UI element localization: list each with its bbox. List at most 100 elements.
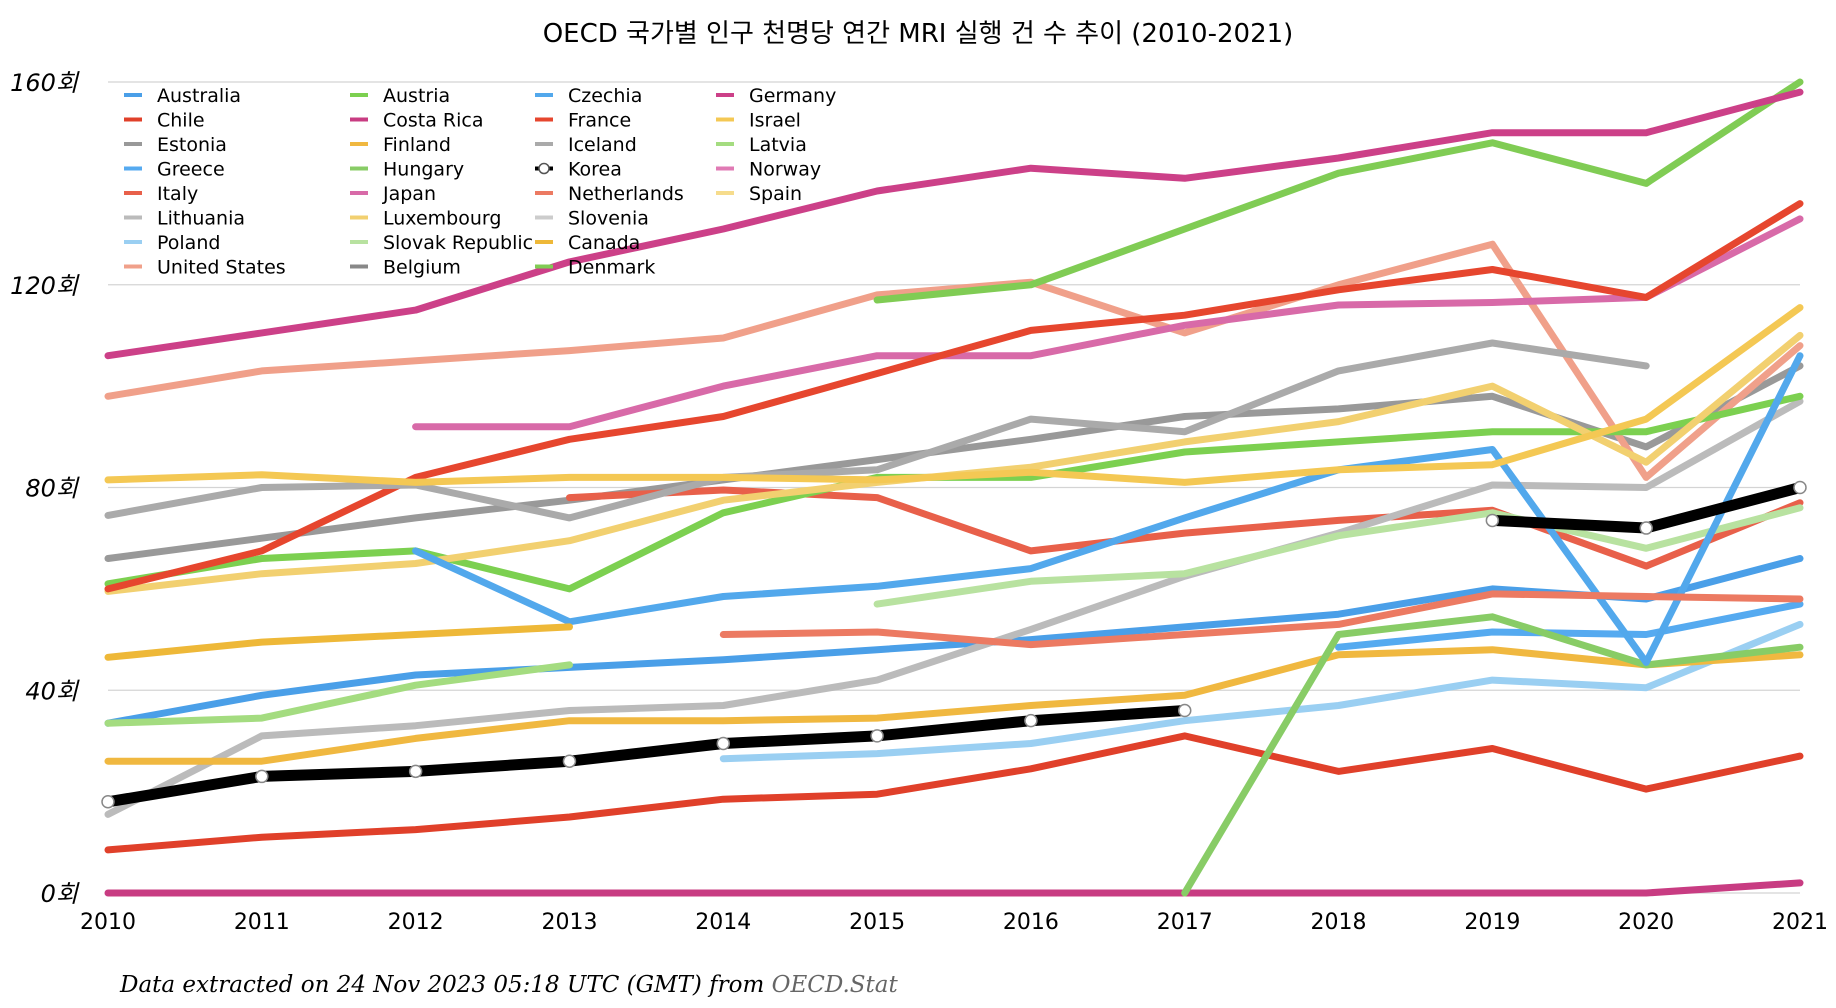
- series-chile: [104, 732, 1804, 854]
- series-france: [104, 200, 1804, 593]
- legend-label: Poland: [157, 232, 220, 254]
- series-denmark: [873, 78, 1804, 304]
- legend-label: Estonia: [157, 134, 227, 156]
- legend-item: Belgium: [350, 257, 461, 279]
- series-netherlands: [719, 590, 1804, 649]
- series-line: [1181, 613, 1804, 897]
- data-point: [408, 764, 423, 779]
- series-line: [412, 215, 1804, 431]
- data-point: [255, 769, 269, 784]
- data-point: [716, 736, 731, 751]
- series-line: [104, 362, 1804, 562]
- legend-label: Norway: [749, 159, 821, 181]
- series-hungary: [1181, 613, 1804, 897]
- legend-item: Slovenia: [535, 208, 649, 230]
- legend-item: Czechia: [535, 85, 642, 107]
- series-line: [104, 623, 573, 661]
- legend-item: Canada: [535, 232, 640, 254]
- series-austria: [104, 392, 1804, 593]
- series-poland: [719, 620, 1804, 763]
- legend-label: United States: [157, 257, 286, 279]
- series-line: [1335, 600, 1804, 651]
- legend-item: Norway: [716, 159, 821, 181]
- legend-label: Canada: [568, 232, 640, 254]
- legend-item: Korea: [535, 159, 622, 181]
- data-point: [1485, 513, 1500, 528]
- y-tick-label: 160회: [10, 69, 80, 97]
- series-slovak-republic: [873, 504, 1804, 608]
- legend-label: Iceland: [568, 134, 637, 156]
- x-tick-label: 2020: [1618, 910, 1674, 935]
- series-canada: [104, 623, 573, 661]
- legend-label: Slovak Republic: [383, 232, 533, 254]
- legend-label: Hungary: [383, 159, 464, 181]
- series-czechia: [412, 352, 1804, 666]
- legend-item: Latvia: [716, 134, 807, 156]
- data-point: [101, 795, 115, 809]
- x-tick-label: 2013: [541, 910, 597, 935]
- x-axis-ticks: 2010 2011 2012 2013 2014 2015 2016 2017 2018 2019…: [80, 910, 1828, 935]
- legend-label: Denmark: [568, 257, 655, 279]
- legend-marker: [538, 162, 550, 175]
- series-line: [102, 705, 1191, 808]
- legend-item: Netherlands: [535, 183, 684, 205]
- series-line: [412, 352, 1804, 666]
- y-tick-label: 40회: [25, 677, 80, 705]
- series-israel: [104, 304, 1804, 486]
- legend-item: Australia: [124, 85, 241, 107]
- legend-item: Germany: [716, 85, 836, 107]
- legend-label: Italy: [157, 183, 198, 205]
- series-line: [719, 620, 1804, 763]
- series-estonia: [104, 362, 1804, 562]
- x-tick-label: 2016: [1003, 910, 1059, 935]
- legend-label: Latvia: [749, 134, 807, 156]
- series-line: [104, 661, 573, 727]
- series-japan: [412, 215, 1804, 431]
- data-source-note: Data extracted on 24 Nov 2023 05:18 UTC …: [119, 972, 899, 998]
- series-line: [104, 732, 1804, 854]
- data-point: [1024, 713, 1038, 728]
- legend-label: Lithuania: [157, 208, 245, 230]
- legend-label: Costa Rica: [383, 110, 484, 132]
- x-tick-label: 2012: [388, 910, 444, 935]
- series-line: [719, 590, 1804, 649]
- data-point: [562, 754, 577, 768]
- series-line: [104, 200, 1804, 593]
- x-tick-label: 2015: [849, 910, 905, 935]
- series-lithuania: [104, 397, 1804, 818]
- chart-title: OECD 국가별 인구 천명당 연간 MRI 실행 건 수 추이 (2010-2…: [543, 19, 1294, 49]
- legend-label: Finland: [383, 134, 451, 156]
- legend-item: Greece: [124, 159, 225, 181]
- legend-label: Luxembourg: [383, 208, 501, 230]
- series-line: [104, 88, 1804, 360]
- y-tick-label: 0회: [41, 880, 80, 908]
- data-point: [1177, 703, 1192, 718]
- legend-label: Greece: [157, 159, 225, 181]
- legend-label: France: [568, 110, 631, 132]
- footer-source: OECD.Stat: [772, 972, 899, 998]
- legend-item: Slovak Republic: [350, 232, 533, 254]
- series-korea: [101, 480, 1807, 809]
- x-tick-label: 2010: [80, 910, 136, 935]
- series-line: [104, 304, 1804, 486]
- series-iceland: [104, 339, 1650, 522]
- legend-item: Spain: [716, 183, 802, 205]
- legend-label: Czechia: [568, 85, 642, 107]
- legend-item: Chile: [124, 110, 205, 132]
- series-united-states: [104, 240, 1804, 481]
- legend-item: Austria: [350, 85, 450, 107]
- series-line: [873, 504, 1804, 608]
- legend-label: Israel: [749, 110, 801, 132]
- x-tick-label: 2011: [234, 910, 290, 935]
- x-tick-label: 2019: [1464, 910, 1520, 935]
- series-line: [104, 397, 1804, 818]
- legend-item: Italy: [124, 183, 198, 205]
- legend-label: Slovenia: [568, 208, 649, 230]
- y-tick-label: 80회: [25, 475, 80, 503]
- legend-label: Australia: [157, 85, 241, 107]
- x-tick-label: 2014: [695, 910, 751, 935]
- legend-item: Iceland: [535, 134, 637, 156]
- legend-item: Japan: [350, 183, 436, 205]
